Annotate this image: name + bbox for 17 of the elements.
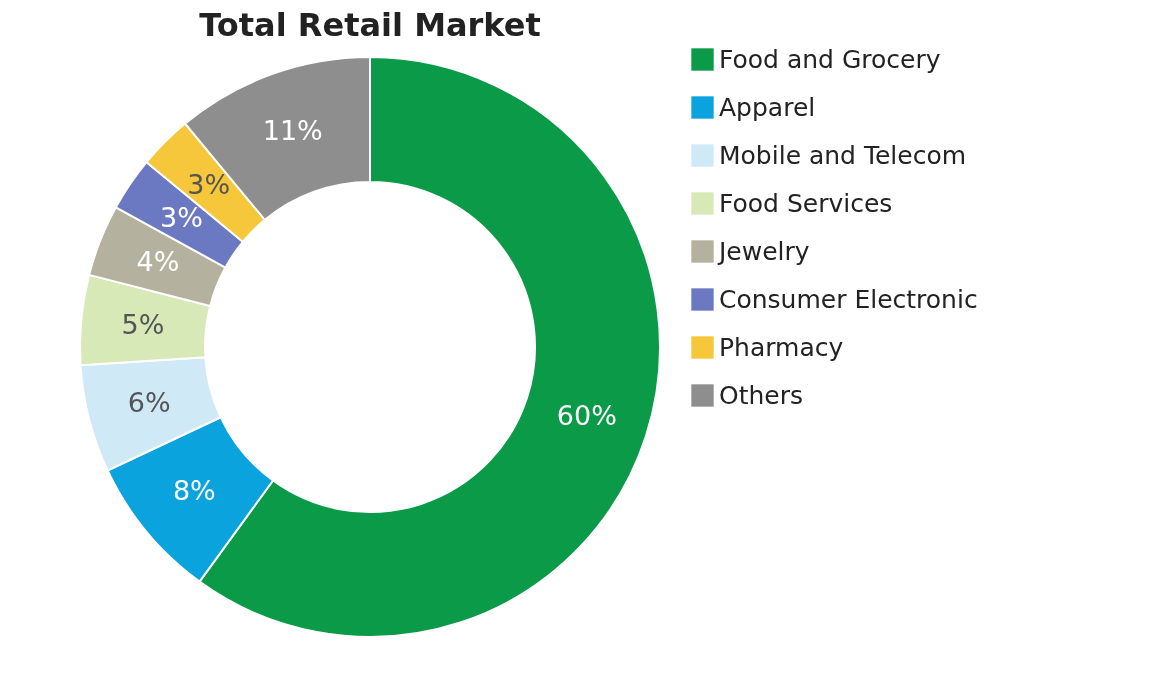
data-label: 11% — [262, 115, 323, 147]
legend-label: Jewelry — [717, 236, 810, 266]
legend-label: Food Services — [719, 188, 893, 218]
data-label: 6% — [127, 386, 171, 418]
data-label: 3% — [187, 168, 231, 200]
legend-label: Mobile and Telecom — [719, 140, 967, 170]
data-label: 8% — [172, 475, 216, 507]
chart-title: Total Retail Market — [199, 6, 541, 44]
legend-label: Pharmacy — [719, 332, 844, 362]
legend-label: Consumer Electronic — [719, 284, 978, 314]
legend-label: Apparel — [719, 92, 816, 122]
legend-label: Food and Grocery — [719, 44, 941, 74]
data-label: 5% — [121, 308, 165, 340]
data-label: 60% — [556, 400, 617, 432]
legend-label: Others — [719, 380, 804, 410]
data-label: 4% — [136, 246, 180, 278]
data-label: 3% — [160, 201, 203, 233]
